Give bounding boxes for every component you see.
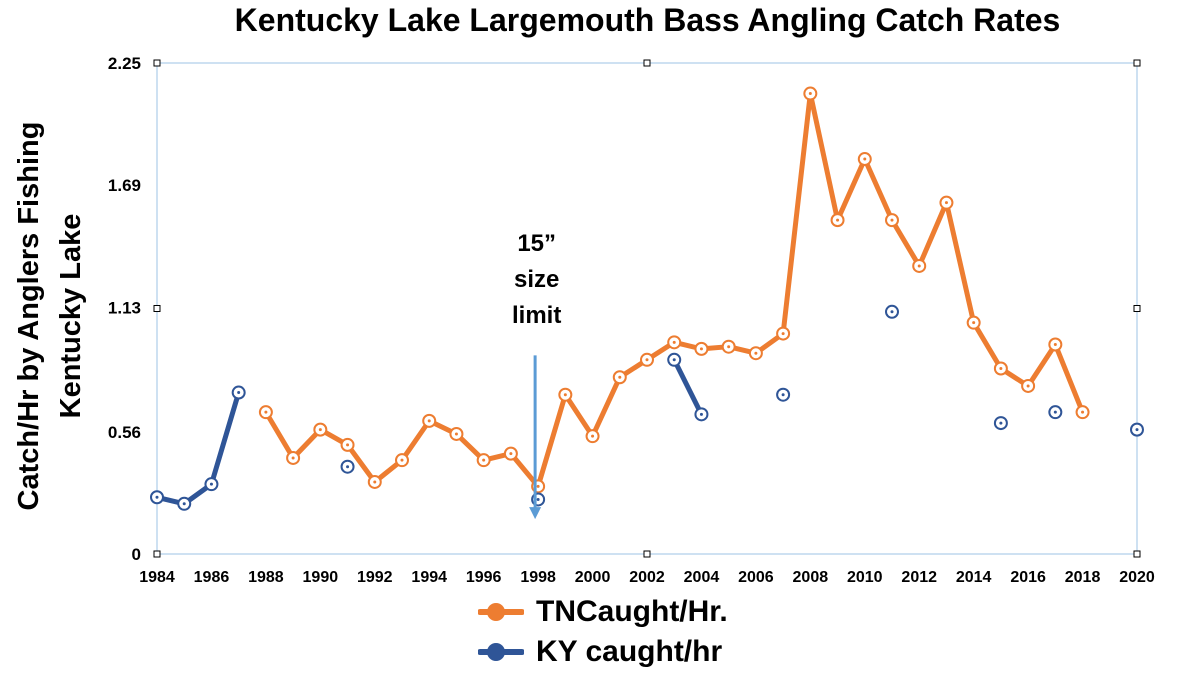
annotation-line-2: size xyxy=(513,266,560,293)
x-tick-label: 2014 xyxy=(956,569,992,586)
data-point-tn-dot xyxy=(917,264,921,268)
data-point-tn-dot xyxy=(890,218,894,222)
data-point-tn-dot xyxy=(727,345,731,349)
x-tick-label: 2006 xyxy=(738,569,774,586)
data-point-ky-dot xyxy=(781,393,785,397)
annotation-line-1: 15” xyxy=(517,230,557,257)
data-point-ky-dot xyxy=(182,502,186,506)
data-point-tn-dot xyxy=(836,218,840,222)
y-tick-label: 0 xyxy=(132,545,141,564)
data-point-tn-dot xyxy=(972,321,976,325)
size-limit-arrow-head xyxy=(529,507,542,520)
data-point-ky-dot xyxy=(1053,410,1057,414)
x-tick-label: 1998 xyxy=(520,569,556,586)
x-tick-label: 1990 xyxy=(303,569,339,586)
data-point-tn-dot xyxy=(482,458,486,462)
frame-handle xyxy=(153,550,161,558)
data-point-ky-dot xyxy=(999,421,1003,425)
data-point-tn-dot xyxy=(264,410,268,414)
data-point-tn-dot xyxy=(427,419,431,423)
series-line-ky xyxy=(671,357,704,417)
data-point-ky-dot xyxy=(672,358,676,362)
data-point-tn-dot xyxy=(1081,410,1085,414)
legend-item-ky: KY caught/hr xyxy=(478,632,728,672)
plot-frame xyxy=(156,62,1138,555)
data-point-tn-dot xyxy=(999,367,1003,371)
data-point-tn-dot xyxy=(509,452,513,456)
legend-swatch-tn xyxy=(478,603,524,621)
frame-handle xyxy=(1133,305,1141,312)
x-tick-label: 2020 xyxy=(1119,569,1155,586)
series-line-ky xyxy=(154,390,242,507)
x-tick-label: 2012 xyxy=(901,569,937,586)
data-point-tn-dot xyxy=(346,443,350,447)
data-point-ky-dot xyxy=(536,497,540,501)
data-point-tn-dot xyxy=(563,393,567,397)
series-line-tn xyxy=(263,91,1086,489)
legend-swatch-ky xyxy=(478,643,524,661)
x-tick-label: 2016 xyxy=(1010,569,1046,586)
data-point-tn-dot xyxy=(591,434,595,438)
frame-handle xyxy=(153,59,161,67)
chart-title: Kentucky Lake Largemouth Bass Angling Ca… xyxy=(234,2,1061,38)
data-point-tn-dot xyxy=(944,201,948,205)
y-tick-label: 1.13 xyxy=(108,298,141,317)
data-point-tn-dot xyxy=(536,484,540,488)
y-tick-label: 0.56 xyxy=(108,423,141,442)
data-point-ky-dot xyxy=(1135,428,1139,432)
x-tick-label: 1996 xyxy=(466,569,502,586)
data-point-tn-dot xyxy=(645,358,649,362)
data-point-tn-dot xyxy=(1026,384,1030,388)
frame-handle xyxy=(643,59,651,67)
legend-item-tn: TNCaught/Hr. xyxy=(478,592,728,632)
x-tick-label: 2018 xyxy=(1065,569,1101,586)
x-tick-label: 1988 xyxy=(248,569,284,586)
y-tick-label: 2.25 xyxy=(108,54,141,73)
data-point-tn-dot xyxy=(863,157,867,161)
frame-handle xyxy=(1133,550,1141,558)
data-point-tn-dot xyxy=(754,351,758,355)
x-tick-label: 2008 xyxy=(793,569,829,586)
data-point-tn-dot xyxy=(699,347,703,351)
x-tick-label: 2000 xyxy=(575,569,611,586)
data-point-ky-dot xyxy=(890,310,894,314)
x-tick-label: 2004 xyxy=(684,569,720,586)
size-limit-annotation: 15” size limit xyxy=(512,226,561,334)
x-tick-label: 2002 xyxy=(629,569,665,586)
legend-label-ky: KY caught/hr xyxy=(536,635,723,668)
data-point-tn-dot xyxy=(618,375,622,379)
data-point-ky-dot xyxy=(346,465,350,469)
frame-handle xyxy=(1133,59,1141,67)
data-point-tn-dot xyxy=(781,332,785,336)
x-tick-label: 1984 xyxy=(139,569,175,586)
data-point-tn-dot xyxy=(808,92,812,96)
legend-label-tn: TNCaught/Hr. xyxy=(536,595,728,628)
data-point-ky-dot xyxy=(699,412,703,416)
data-point-tn-dot xyxy=(454,432,458,436)
data-point-tn-dot xyxy=(318,428,322,432)
data-point-tn-dot xyxy=(400,458,404,462)
data-point-ky-dot xyxy=(209,482,213,486)
data-point-ky-dot xyxy=(155,495,159,499)
x-tick-label: 2010 xyxy=(847,569,883,586)
annotation-line-3: limit xyxy=(512,302,562,329)
frame-handle xyxy=(153,305,161,312)
frame-handle xyxy=(643,550,651,558)
data-point-tn-dot xyxy=(1053,343,1057,347)
legend: TNCaught/Hr. KY caught/hr xyxy=(478,592,728,672)
data-point-ky-dot xyxy=(237,391,241,395)
data-point-tn-dot xyxy=(672,340,676,344)
x-tick-label: 1994 xyxy=(411,569,447,586)
data-point-tn-dot xyxy=(291,456,295,460)
x-tick-label: 1986 xyxy=(194,569,230,586)
x-tick-label: 1992 xyxy=(357,569,393,586)
y-tick-label: 1.69 xyxy=(108,176,141,195)
data-point-tn-dot xyxy=(373,480,377,484)
